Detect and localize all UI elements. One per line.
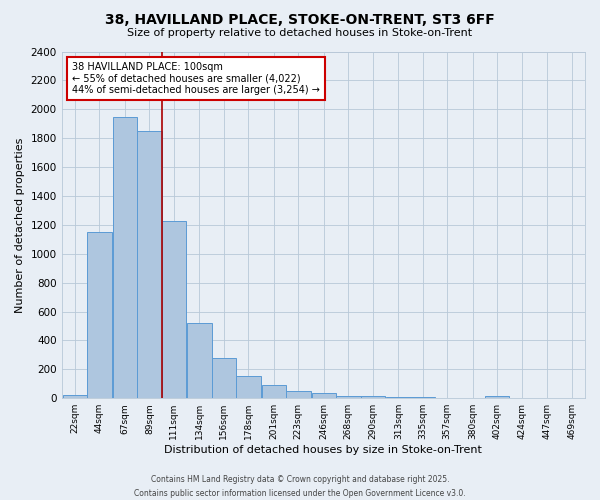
X-axis label: Distribution of detached houses by size in Stoke-on-Trent: Distribution of detached houses by size … bbox=[164, 445, 482, 455]
Text: 38, HAVILLAND PLACE, STOKE-ON-TRENT, ST3 6FF: 38, HAVILLAND PLACE, STOKE-ON-TRENT, ST3… bbox=[105, 12, 495, 26]
Bar bbox=[87, 232, 112, 398]
Bar bbox=[485, 396, 509, 398]
Bar bbox=[286, 392, 311, 398]
Bar bbox=[113, 116, 137, 398]
Bar bbox=[236, 376, 260, 398]
Bar bbox=[262, 385, 286, 398]
Bar bbox=[187, 323, 212, 398]
Bar bbox=[137, 131, 161, 398]
Bar bbox=[63, 394, 87, 398]
Bar bbox=[311, 392, 336, 398]
Y-axis label: Number of detached properties: Number of detached properties bbox=[15, 137, 25, 312]
Bar bbox=[336, 396, 361, 398]
Text: Contains HM Land Registry data © Crown copyright and database right 2025.
Contai: Contains HM Land Registry data © Crown c… bbox=[134, 476, 466, 498]
Bar bbox=[361, 396, 385, 398]
Text: 38 HAVILLAND PLACE: 100sqm
← 55% of detached houses are smaller (4,022)
44% of s: 38 HAVILLAND PLACE: 100sqm ← 55% of deta… bbox=[72, 62, 320, 95]
Text: Size of property relative to detached houses in Stoke-on-Trent: Size of property relative to detached ho… bbox=[127, 28, 473, 38]
Bar bbox=[161, 220, 186, 398]
Bar bbox=[212, 358, 236, 398]
